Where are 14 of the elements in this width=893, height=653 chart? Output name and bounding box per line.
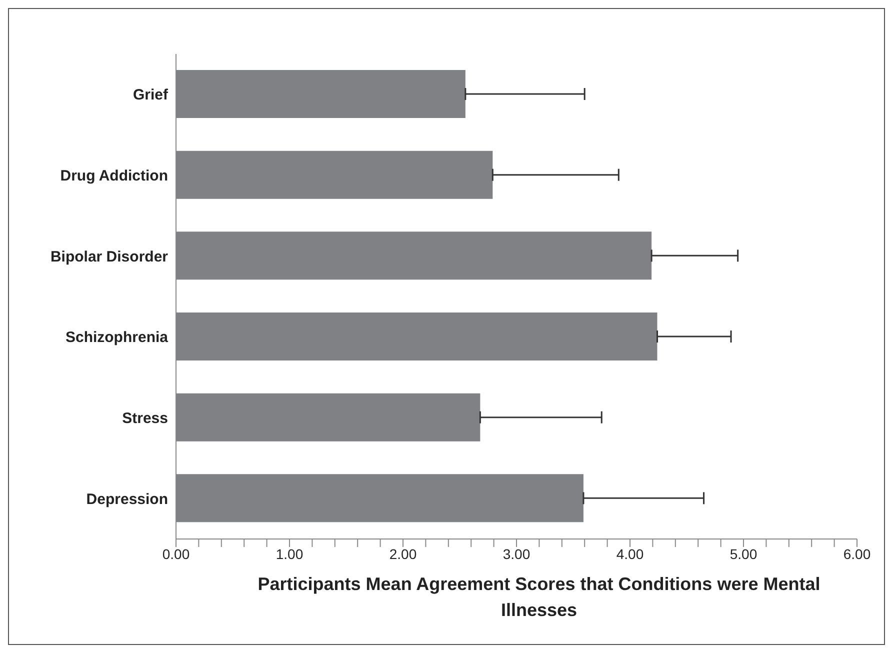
x-tick-label: 5.00 bbox=[730, 546, 758, 562]
x-tick-label: 4.00 bbox=[616, 546, 644, 562]
x-tick-label: 6.00 bbox=[843, 546, 871, 562]
x-tick-label: 3.00 bbox=[502, 546, 530, 562]
x-tick-label: 2.00 bbox=[389, 546, 417, 562]
y-tick-label: Stress bbox=[122, 410, 168, 428]
x-tick-label: 1.00 bbox=[276, 546, 304, 562]
y-tick-label: Schizophrenia bbox=[65, 329, 169, 346]
y-tick-label: Bipolar Disorder bbox=[50, 248, 168, 266]
y-tick-label: Depression bbox=[86, 490, 168, 508]
y-tick-label: Drug Addiction bbox=[60, 168, 168, 185]
y-tick-label: Grief bbox=[132, 86, 169, 104]
x-axis-title: Participants Mean Agreement Scores that Conditions were Mental Illnesses bbox=[256, 573, 822, 622]
x-tick-label: 0.00 bbox=[162, 546, 190, 562]
